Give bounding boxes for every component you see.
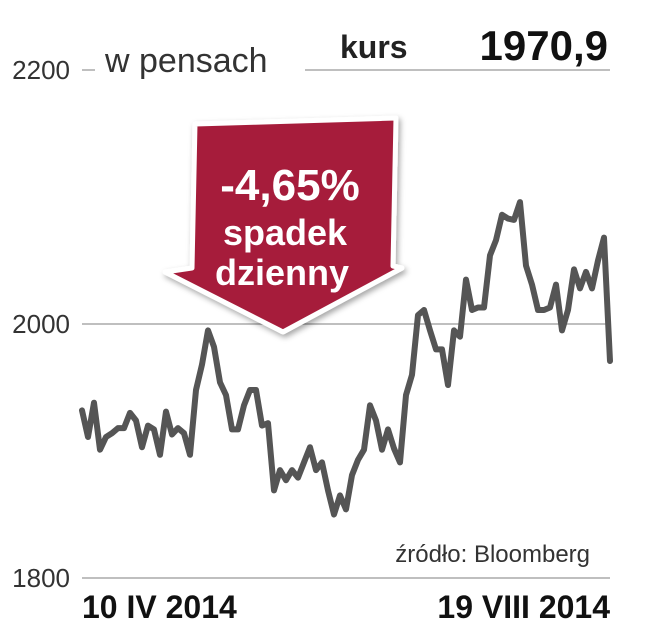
price: 1970,9 — [480, 22, 608, 69]
unit: w pensach — [104, 42, 268, 80]
annotation-line: dzienny — [215, 252, 349, 293]
y-tick-label: 2200 — [12, 55, 70, 85]
y-tick-label: 2000 — [12, 309, 70, 339]
annotation-line: spadek — [223, 212, 348, 253]
arrow-shape — [162, 115, 405, 335]
x-tick-label: 10 IV 2014 — [82, 589, 237, 625]
label-bg — [95, 30, 305, 80]
change: -4,65% — [220, 161, 359, 210]
x-tick-label: 19 VIII 2014 — [437, 589, 610, 625]
arrow — [162, 115, 405, 335]
price-label: kurs — [340, 29, 408, 65]
plot — [79, 199, 613, 518]
y-tick-label: 1800 — [12, 563, 70, 593]
source: źródło: Bloomberg — [395, 541, 590, 568]
price-line — [79, 199, 613, 518]
